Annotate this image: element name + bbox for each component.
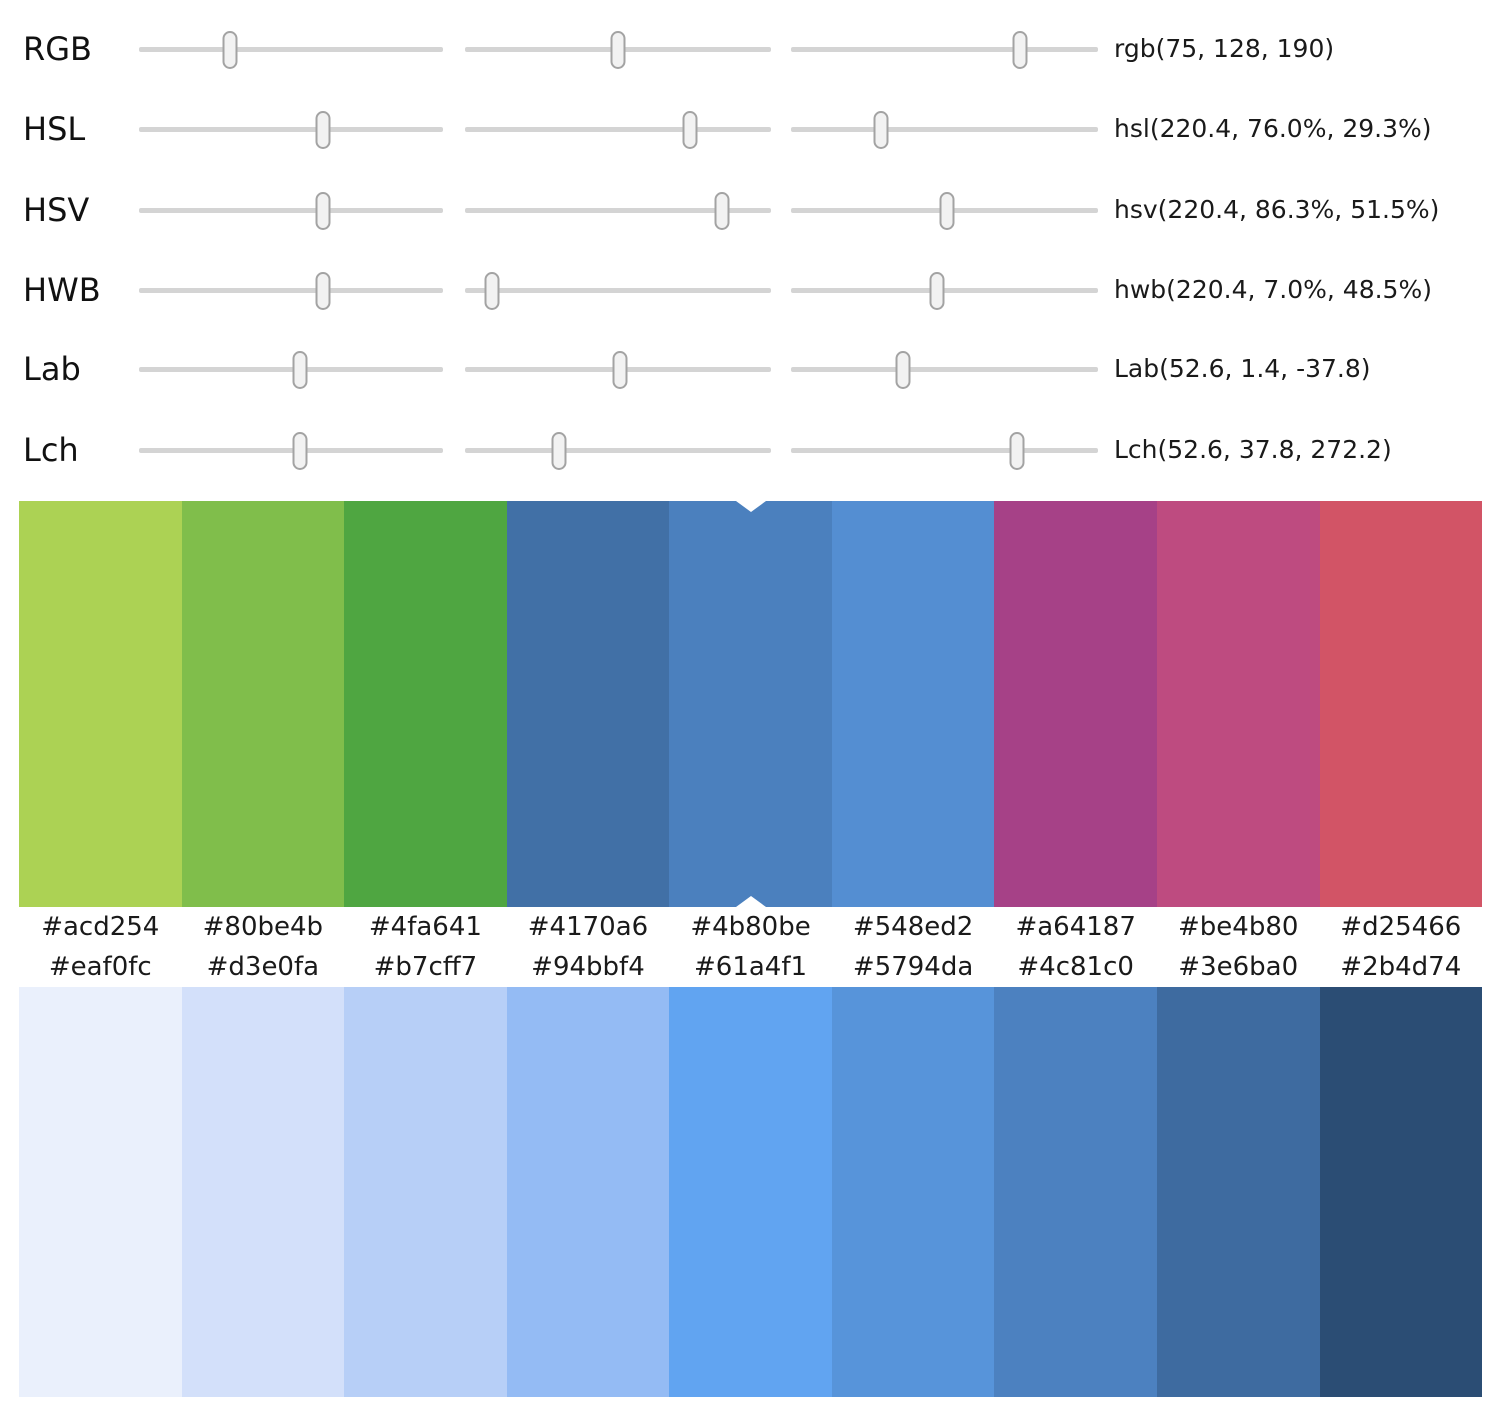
- hwb-slider-handle-w[interactable]: [484, 271, 500, 310]
- hsv-value-text: hsv(220.4, 86.3%, 51.5%): [1114, 195, 1440, 224]
- palette-swatch-selected[interactable]: [669, 501, 832, 907]
- hex-label: #a64187: [1015, 912, 1136, 942]
- hex-labels-bottom: #eaf0fc #d3e0fa #b7cff7 #94bbf4 #61a4f1 …: [19, 947, 1482, 987]
- palette-swatch[interactable]: [181, 501, 345, 907]
- hex-label: #4b80be: [690, 912, 811, 942]
- lab-slider-handle-a[interactable]: [612, 350, 628, 389]
- palette-swatch[interactable]: [994, 987, 1157, 1397]
- palette-swatch[interactable]: [19, 987, 182, 1397]
- hex-label: #acd254: [41, 912, 160, 942]
- rgb-slider-track-r[interactable]: [139, 30, 443, 69]
- top-palette: [19, 501, 1483, 907]
- hwb-slider-handle-b[interactable]: [929, 271, 945, 310]
- hwb-slider-handle-h[interactable]: [315, 271, 331, 310]
- palette-swatch[interactable]: [1156, 501, 1320, 907]
- slider-row-hwb: HWB hwb(220.4, 7.0%, 48.5%): [0, 250, 1501, 330]
- hex-label: #61a4f1: [694, 952, 808, 982]
- hwb-value-text: hwb(220.4, 7.0%, 48.5%): [1114, 275, 1432, 304]
- hex-label: #be4b80: [1178, 912, 1299, 942]
- hsl-slider-track-h[interactable]: [139, 110, 443, 149]
- hwb-slider-track-b[interactable]: [791, 271, 1098, 310]
- slider-row-hsv: HSV hsv(220.4, 86.3%, 51.5%): [0, 170, 1501, 250]
- hwb-slider-track-w[interactable]: [465, 271, 771, 310]
- selection-notch-bottom-icon: [735, 896, 766, 907]
- palette-swatch[interactable]: [1156, 987, 1320, 1397]
- palette-swatch[interactable]: [181, 987, 345, 1397]
- colorspace-label-lch: Lch: [23, 431, 79, 469]
- hsv-slider-handle-s[interactable]: [714, 191, 730, 230]
- palette-swatch[interactable]: [506, 501, 670, 907]
- palette-swatch[interactable]: [344, 501, 507, 907]
- hsl-slider-handle-l[interactable]: [873, 110, 889, 149]
- lab-slider-track-b[interactable]: [791, 350, 1098, 389]
- hex-label: #5794da: [852, 952, 974, 982]
- hex-label: #4170a6: [527, 912, 649, 942]
- hex-label: #4fa641: [368, 912, 482, 942]
- hsl-slider-handle-h[interactable]: [315, 110, 331, 149]
- lab-slider-handle-b[interactable]: [895, 350, 911, 389]
- hsv-slider-handle-v[interactable]: [939, 191, 955, 230]
- slider-row-lch: Lch Lch(52.6, 37.8, 272.2): [0, 410, 1501, 490]
- hex-label: #94bbf4: [531, 952, 645, 982]
- colorspace-label-lab: Lab: [23, 350, 81, 388]
- lch-slider-track-h[interactable]: [791, 431, 1098, 470]
- lab-slider-handle-l[interactable]: [292, 350, 308, 389]
- lch-slider-track-c[interactable]: [465, 431, 771, 470]
- hex-label: #80be4b: [202, 912, 324, 942]
- palette-swatch[interactable]: [994, 501, 1157, 907]
- lch-slider-track-l[interactable]: [139, 431, 443, 470]
- lch-slider-handle-l[interactable]: [292, 431, 308, 470]
- hsv-slider-track-v[interactable]: [791, 191, 1098, 230]
- hsl-slider-track-l[interactable]: [791, 110, 1098, 149]
- rgb-slider-handle-b[interactable]: [1012, 30, 1028, 69]
- palette-swatch[interactable]: [1319, 501, 1483, 907]
- hsl-value-text: hsl(220.4, 76.0%, 29.3%): [1114, 114, 1432, 143]
- colorspace-label-hsv: HSV: [23, 191, 90, 229]
- lch-slider-handle-h[interactable]: [1009, 431, 1025, 470]
- rgb-slider-track-g[interactable]: [465, 30, 771, 69]
- rgb-value-text: rgb(75, 128, 190): [1114, 34, 1335, 63]
- hsv-slider-track-s[interactable]: [465, 191, 771, 230]
- slider-row-rgb: RGB rgb(75, 128, 190): [0, 9, 1501, 89]
- hex-label: #548ed2: [852, 912, 974, 942]
- hex-label: #4c81c0: [1017, 952, 1134, 982]
- hex-label: #b7cff7: [373, 952, 478, 982]
- hex-label: #eaf0fc: [48, 952, 152, 982]
- palette-swatch[interactable]: [19, 501, 182, 907]
- colorspace-label-rgb: RGB: [23, 30, 92, 68]
- slider-panel: RGB rgb(75, 128, 190) HSL hsl(220.4, 76.…: [0, 0, 1501, 501]
- bottom-palette: [19, 987, 1483, 1397]
- rgb-slider-handle-g[interactable]: [610, 30, 626, 69]
- lch-slider-handle-c[interactable]: [551, 431, 567, 470]
- hex-labels-top: #acd254 #80be4b #4fa641 #4170a6 #4b80be …: [19, 907, 1482, 947]
- rgb-slider-handle-r[interactable]: [222, 30, 238, 69]
- rgb-slider-track-b[interactable]: [791, 30, 1098, 69]
- palette-swatch[interactable]: [1319, 987, 1483, 1397]
- colorspace-label-hwb: HWB: [23, 271, 101, 309]
- lab-slider-track-l[interactable]: [139, 350, 443, 389]
- hex-label: #d25466: [1340, 912, 1462, 942]
- palette-swatch[interactable]: [506, 987, 670, 1397]
- lab-slider-track-a[interactable]: [465, 350, 771, 389]
- hsv-slider-handle-h[interactable]: [315, 191, 331, 230]
- slider-row-lab: Lab Lab(52.6, 1.4, -37.8): [0, 329, 1501, 409]
- lch-value-text: Lch(52.6, 37.8, 272.2): [1114, 435, 1392, 464]
- palette-swatch[interactable]: [344, 987, 507, 1397]
- hex-label: #d3e0fa: [206, 952, 320, 982]
- hsl-slider-handle-s[interactable]: [682, 110, 698, 149]
- lab-value-text: Lab(52.6, 1.4, -37.8): [1114, 354, 1371, 383]
- hwb-slider-track-h[interactable]: [139, 271, 443, 310]
- hex-label: #3e6ba0: [1178, 952, 1299, 982]
- hsl-slider-track-s[interactable]: [465, 110, 771, 149]
- palette-swatch[interactable]: [831, 987, 995, 1397]
- hex-label: #2b4d74: [1340, 952, 1462, 982]
- palette-swatch[interactable]: [669, 987, 832, 1397]
- colorspace-label-hsl: HSL: [23, 110, 86, 148]
- hsv-slider-track-h[interactable]: [139, 191, 443, 230]
- slider-row-hsl: HSL hsl(220.4, 76.0%, 29.3%): [0, 89, 1501, 169]
- palette-swatch[interactable]: [831, 501, 995, 907]
- selection-notch-top-icon: [735, 501, 766, 512]
